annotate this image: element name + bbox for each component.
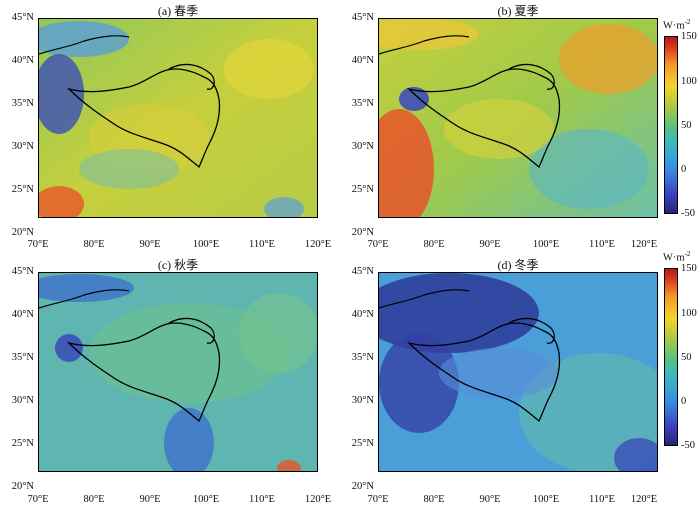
colorbar-label: 150 bbox=[681, 31, 697, 42]
colorbar-label: 50 bbox=[681, 120, 692, 131]
colorbar-label: -50 bbox=[681, 208, 695, 219]
lon-label: 90°E bbox=[139, 239, 161, 250]
lon-label: 110°E bbox=[249, 494, 275, 505]
lon-label: 70°E bbox=[27, 494, 49, 505]
colorbar-label: -50 bbox=[681, 440, 695, 451]
panel-title-c: (c) 秋季 bbox=[157, 258, 199, 272]
lat-label: 45°N bbox=[351, 12, 374, 23]
lat-label: 35°N bbox=[351, 352, 374, 363]
lat-label: 35°N bbox=[11, 352, 34, 363]
lat-label: 30°N bbox=[351, 141, 374, 152]
lat-label: 35°N bbox=[11, 98, 34, 109]
lat-label: 20°N bbox=[351, 481, 374, 492]
lon-label: 120°E bbox=[304, 494, 332, 505]
lat-label: 30°N bbox=[11, 141, 34, 152]
lon-label: 100°E bbox=[532, 494, 560, 505]
lat-label: 20°N bbox=[351, 227, 374, 238]
lon-label: 90°E bbox=[139, 494, 161, 505]
lon-label: 70°E bbox=[367, 494, 389, 505]
plateau-boundary-a bbox=[66, 68, 221, 169]
lon-label: 70°E bbox=[367, 239, 389, 250]
lat-label: 25°N bbox=[351, 184, 374, 195]
plateau-boundary-d bbox=[406, 322, 561, 423]
lon-label: 120°E bbox=[630, 494, 658, 505]
lat-label: 30°N bbox=[11, 395, 34, 406]
lon-label: 100°E bbox=[192, 239, 220, 250]
plateau-boundary-b bbox=[406, 68, 561, 169]
lon-label: 90°E bbox=[479, 239, 501, 250]
colorbar-label: 100 bbox=[681, 308, 697, 319]
lon-label: 80°E bbox=[83, 494, 105, 505]
lat-label: 45°N bbox=[351, 266, 374, 277]
colorbar-unit: W·m-2 bbox=[663, 250, 691, 264]
map-winter bbox=[378, 272, 658, 472]
colorbar-label: 150 bbox=[681, 263, 697, 274]
lat-label: 25°N bbox=[351, 438, 374, 449]
colorbar-top bbox=[664, 36, 678, 214]
plateau-boundary-c bbox=[66, 322, 221, 423]
colorbar-label: 100 bbox=[681, 76, 697, 87]
lon-label: 80°E bbox=[423, 494, 445, 505]
lon-label: 80°E bbox=[423, 239, 445, 250]
panel-title-a: (a) 春季 bbox=[157, 4, 199, 18]
lat-label: 45°N bbox=[11, 266, 34, 277]
lat-label: 30°N bbox=[351, 395, 374, 406]
lon-label: 90°E bbox=[479, 494, 501, 505]
lat-label: 25°N bbox=[11, 184, 34, 195]
lon-label: 80°E bbox=[83, 239, 105, 250]
lon-label: 70°E bbox=[27, 239, 49, 250]
map-spring bbox=[38, 18, 318, 218]
colorbar-bottom bbox=[664, 268, 678, 446]
lat-label: 40°N bbox=[11, 309, 34, 320]
colorbar-unit: W·m-2 bbox=[663, 18, 691, 32]
lat-label: 40°N bbox=[351, 55, 374, 66]
lat-label: 40°N bbox=[351, 309, 374, 320]
lon-label: 100°E bbox=[532, 239, 560, 250]
lon-label: 120°E bbox=[630, 239, 658, 250]
colorbar-label: 0 bbox=[681, 164, 687, 175]
lat-label: 20°N bbox=[11, 227, 34, 238]
lon-label: 120°E bbox=[304, 239, 332, 250]
colorbar-label: 0 bbox=[681, 396, 687, 407]
map-autumn bbox=[38, 272, 318, 472]
lat-label: 45°N bbox=[11, 12, 34, 23]
lon-label: 110°E bbox=[589, 239, 615, 250]
lat-label: 35°N bbox=[351, 98, 374, 109]
lat-label: 40°N bbox=[11, 55, 34, 66]
lon-label: 110°E bbox=[589, 494, 615, 505]
lon-label: 100°E bbox=[192, 494, 220, 505]
lon-label: 110°E bbox=[249, 239, 275, 250]
map-summer bbox=[378, 18, 658, 218]
lat-label: 25°N bbox=[11, 438, 34, 449]
panel-title-d: (d) 冬季 bbox=[497, 258, 539, 272]
lat-label: 20°N bbox=[11, 481, 34, 492]
panel-title-b: (b) 夏季 bbox=[497, 4, 539, 18]
colorbar-label: 50 bbox=[681, 352, 692, 363]
